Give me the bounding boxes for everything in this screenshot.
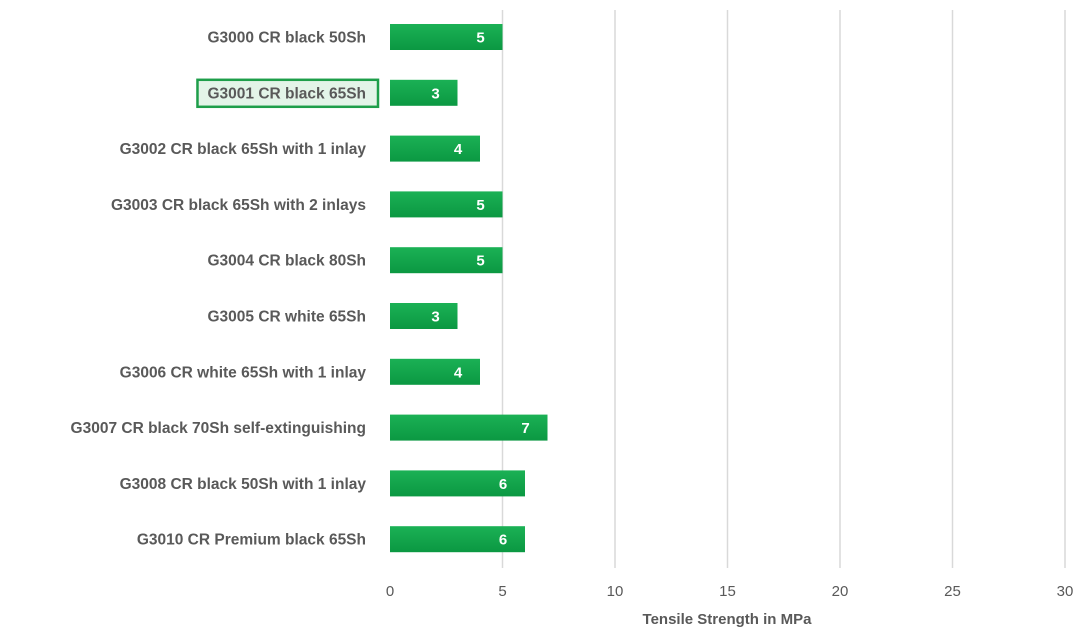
x-tick-label: 10 (607, 583, 624, 600)
bar (390, 526, 525, 553)
bar-value-label: 6 (499, 532, 507, 549)
x-tick-label: 20 (832, 583, 849, 600)
x-tick-label: 5 (498, 583, 506, 600)
bar (390, 414, 548, 441)
x-tick-label: 15 (719, 583, 736, 600)
bar-value-label: 3 (431, 309, 439, 326)
category-labels: G3000 CR black 50Sh G3001 CR black 65Sh G3… (71, 30, 380, 549)
category-label: G3005 CR white 65Sh (207, 309, 366, 326)
bar-value-label: 4 (454, 364, 463, 381)
bar (390, 191, 503, 218)
category-label: G3003 CR black 65Sh with 2 inlays (111, 197, 366, 214)
bar-value-label: 6 (499, 476, 507, 493)
category-label: G3010 CR Premium black 65Sh (137, 532, 366, 549)
bar (390, 135, 480, 162)
category-label: G3006 CR white 65Sh with 1 inlay (120, 364, 367, 381)
bar-value-label: 5 (476, 197, 484, 214)
gridlines (501, 10, 1066, 568)
bars: 5 3 4 5 5 3 4 7 6 6 (390, 24, 548, 553)
x-tick-label: 25 (944, 583, 961, 600)
bar-value-label: 4 (454, 141, 463, 158)
x-tick-label: 0 (386, 583, 394, 600)
category-highlight-box (196, 78, 380, 109)
bar (390, 79, 458, 106)
category-label: G3004 CR black 80Sh (207, 253, 366, 270)
bar (390, 470, 525, 497)
bar (390, 247, 503, 274)
bar-value-label: 7 (521, 420, 529, 437)
category-label: G3008 CR black 50Sh with 1 inlay (120, 476, 367, 493)
category-label: G3001 CR black 65Sh (207, 85, 366, 102)
bar (390, 303, 458, 329)
bar-value-label: 5 (476, 30, 484, 47)
x-axis-title: Tensile Strength in MPa (643, 611, 813, 628)
bar (390, 358, 480, 385)
bar (390, 24, 503, 50)
category-label: G3002 CR black 65Sh with 1 inlay (120, 141, 367, 158)
category-label: G3000 CR black 50Sh (207, 30, 366, 47)
category-label: G3007 CR black 70Sh self-extinguishing (71, 420, 366, 437)
x-axis-ticks: 0 5 10 15 20 25 30 (386, 583, 1074, 600)
x-tick-label: 30 (1057, 583, 1074, 600)
bar-value-label: 5 (476, 253, 484, 270)
bar-value-label: 3 (431, 85, 439, 102)
